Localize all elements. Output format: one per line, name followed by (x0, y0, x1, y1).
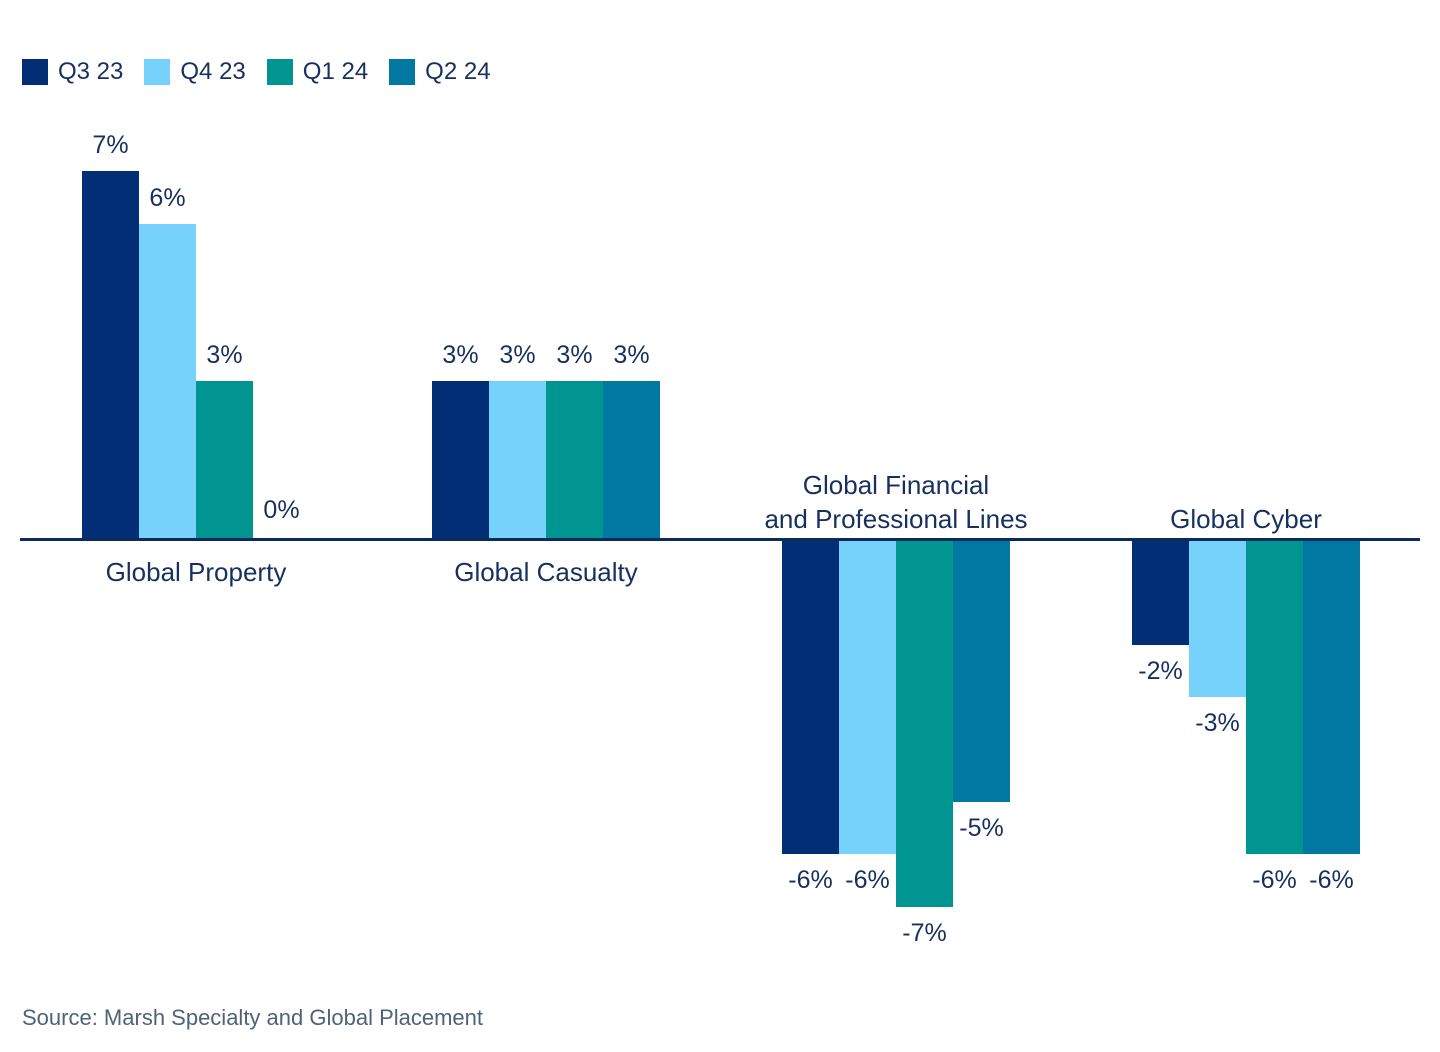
legend-label: Q3 23 (58, 58, 124, 85)
source-note: Source: Marsh Specialty and Global Place… (22, 1005, 484, 1030)
value-label: 3% (613, 340, 650, 369)
value-label: -3% (1195, 709, 1240, 738)
legend-label: Q1 24 (302, 58, 369, 85)
bar-q4-23 (1189, 540, 1246, 698)
value-label: -2% (1138, 656, 1183, 685)
bar-q1-24 (896, 540, 953, 907)
legend-item-q3-23: Q3 23 (22, 59, 123, 85)
legend-label: Q2 24 (425, 58, 491, 85)
bar-q1-24 (546, 380, 603, 538)
category-label-global-cyber: Global Cyber (1170, 504, 1322, 534)
value-label: 7% (92, 131, 129, 160)
bar-q4-23 (139, 223, 196, 538)
bar-q2-24 (1303, 540, 1360, 855)
value-label: 3% (556, 340, 593, 369)
legend-swatch-icon (389, 59, 416, 85)
category-label-global-financial-and-professional-lines: Global Financial and Professional Lines (764, 470, 1028, 534)
legend-swatch-icon (266, 59, 293, 85)
bar-q1-24 (196, 380, 253, 538)
bar-q3-23 (782, 540, 839, 855)
value-label: -6% (1309, 866, 1354, 895)
value-label: -7% (902, 918, 947, 947)
value-label: -6% (1252, 866, 1297, 895)
legend-item-q4-23: Q4 23 (144, 58, 246, 85)
bar-q4-23 (489, 380, 546, 538)
chart-legend: Q3 23 Q4 23 Q1 24 Q2 24 (22, 59, 491, 85)
value-label: 3% (442, 340, 479, 369)
value-label: -6% (788, 866, 833, 895)
bar-q2-24 (603, 380, 660, 538)
category-label-global-casualty: Global Casualty (454, 557, 638, 587)
legend-label: Q4 23 (180, 58, 246, 85)
value-label: -6% (845, 866, 890, 895)
value-label: 6% (149, 183, 186, 212)
bar-q3-23 (1132, 540, 1189, 645)
value-label: -5% (959, 814, 1004, 842)
category-label-global-property: Global Property (105, 557, 287, 587)
bar-q3-23 (82, 171, 139, 538)
legend-item-q1-24: Q1 24 (266, 58, 369, 85)
legend-swatch-icon (22, 59, 48, 85)
value-label: 0% (263, 496, 300, 524)
bar-q3-23 (432, 380, 489, 538)
legend-swatch-icon (144, 59, 171, 85)
value-label: 3% (206, 340, 243, 369)
legend-item-q2-24: Q2 24 (389, 58, 491, 85)
bar-q2-24 (953, 540, 1010, 802)
bar-q1-24 (1246, 540, 1303, 855)
x-axis-line (20, 538, 1420, 541)
bar-q4-23 (839, 540, 896, 855)
value-label: 3% (499, 340, 536, 369)
